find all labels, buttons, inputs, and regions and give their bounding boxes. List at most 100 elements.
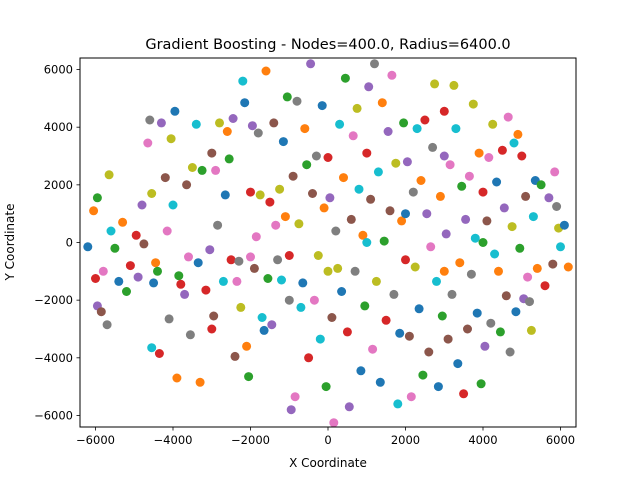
data-point [449, 80, 459, 90]
data-point [383, 127, 393, 136]
data-point [282, 92, 292, 102]
data-point [406, 392, 416, 402]
data-point [253, 128, 263, 138]
data-point [371, 276, 381, 286]
data-point [191, 119, 201, 129]
y-tick-label: 4000 [44, 120, 73, 134]
y-tick-label: −4000 [34, 351, 73, 365]
data-point [249, 263, 259, 273]
data-point [246, 187, 255, 197]
data-point [147, 343, 157, 353]
data-point [131, 230, 141, 240]
data-point [395, 328, 405, 338]
data-point [532, 263, 542, 273]
data-point [149, 278, 159, 288]
data-point [521, 191, 531, 201]
data-point [220, 190, 230, 200]
data-point [83, 242, 93, 252]
data-point [122, 287, 131, 296]
data-point [96, 307, 106, 317]
data-point [482, 216, 492, 226]
data-point [125, 261, 135, 271]
data-point [339, 173, 348, 183]
data-point [211, 165, 221, 175]
data-point [269, 118, 279, 128]
data-point [364, 82, 374, 92]
data-point [143, 138, 153, 148]
x-axis-ticks: −6000 −4000 −2000 0 2000 4000 6000 [76, 427, 575, 447]
x-tick-label: 4000 [468, 433, 497, 447]
data-point [333, 263, 343, 273]
y-axis-ticks: −6000 −4000 −2000 0 2000 4000 6000 [34, 63, 80, 422]
data-point [528, 212, 538, 222]
data-point [552, 202, 562, 211]
data-point [393, 399, 403, 409]
data-point [308, 189, 317, 198]
data-point [306, 59, 316, 69]
data-point [550, 167, 560, 177]
data-point [277, 275, 286, 285]
data-point [296, 302, 306, 312]
data-point [304, 353, 314, 363]
data-point [373, 167, 383, 177]
data-point [265, 197, 275, 207]
data-point [366, 194, 376, 204]
data-point [153, 266, 162, 276]
data-point [453, 359, 463, 369]
data-point [360, 301, 370, 311]
data-point [106, 226, 116, 236]
data-point [470, 233, 480, 243]
data-point [242, 341, 252, 351]
data-point [517, 151, 527, 161]
data-point [410, 262, 420, 272]
data-point [536, 180, 546, 190]
data-point [418, 370, 428, 380]
data-point [439, 266, 449, 276]
data-point [488, 119, 498, 129]
data-point [402, 157, 412, 167]
data-point [439, 106, 449, 116]
data-point [267, 320, 277, 330]
data-point [463, 324, 472, 334]
data-point [98, 266, 108, 276]
data-point [507, 222, 517, 232]
data-point [401, 209, 410, 219]
data-point [201, 285, 211, 295]
data-point [151, 258, 161, 268]
data-point [468, 99, 478, 109]
data-point [445, 160, 455, 170]
data-point [257, 313, 267, 322]
data-point [290, 392, 300, 402]
data-point [325, 193, 335, 203]
data-point [300, 124, 310, 134]
data-point [416, 176, 426, 185]
data-point [426, 242, 436, 252]
data-point [104, 170, 114, 180]
data-point [218, 276, 228, 286]
data-point [381, 315, 391, 325]
data-point [176, 279, 186, 289]
data-point [234, 256, 244, 266]
data-point [358, 230, 368, 240]
data-point [278, 137, 288, 147]
data-point [228, 114, 238, 123]
y-tick-label: 2000 [44, 178, 73, 192]
data-point [499, 203, 509, 213]
data-point [484, 153, 494, 162]
data-point [222, 127, 232, 136]
data-point [164, 314, 174, 324]
data-point [476, 379, 486, 389]
data-point [118, 217, 128, 227]
data-point [207, 324, 217, 334]
data-point [513, 129, 523, 139]
data-point [294, 219, 304, 229]
data-point [205, 245, 215, 255]
data-point [563, 262, 573, 272]
data-point [455, 258, 465, 268]
data-point [133, 272, 143, 282]
data-point [540, 281, 550, 291]
data-point [185, 330, 195, 340]
data-point [375, 377, 385, 387]
data-point [352, 103, 362, 113]
x-tick-label: −6000 [76, 433, 115, 447]
